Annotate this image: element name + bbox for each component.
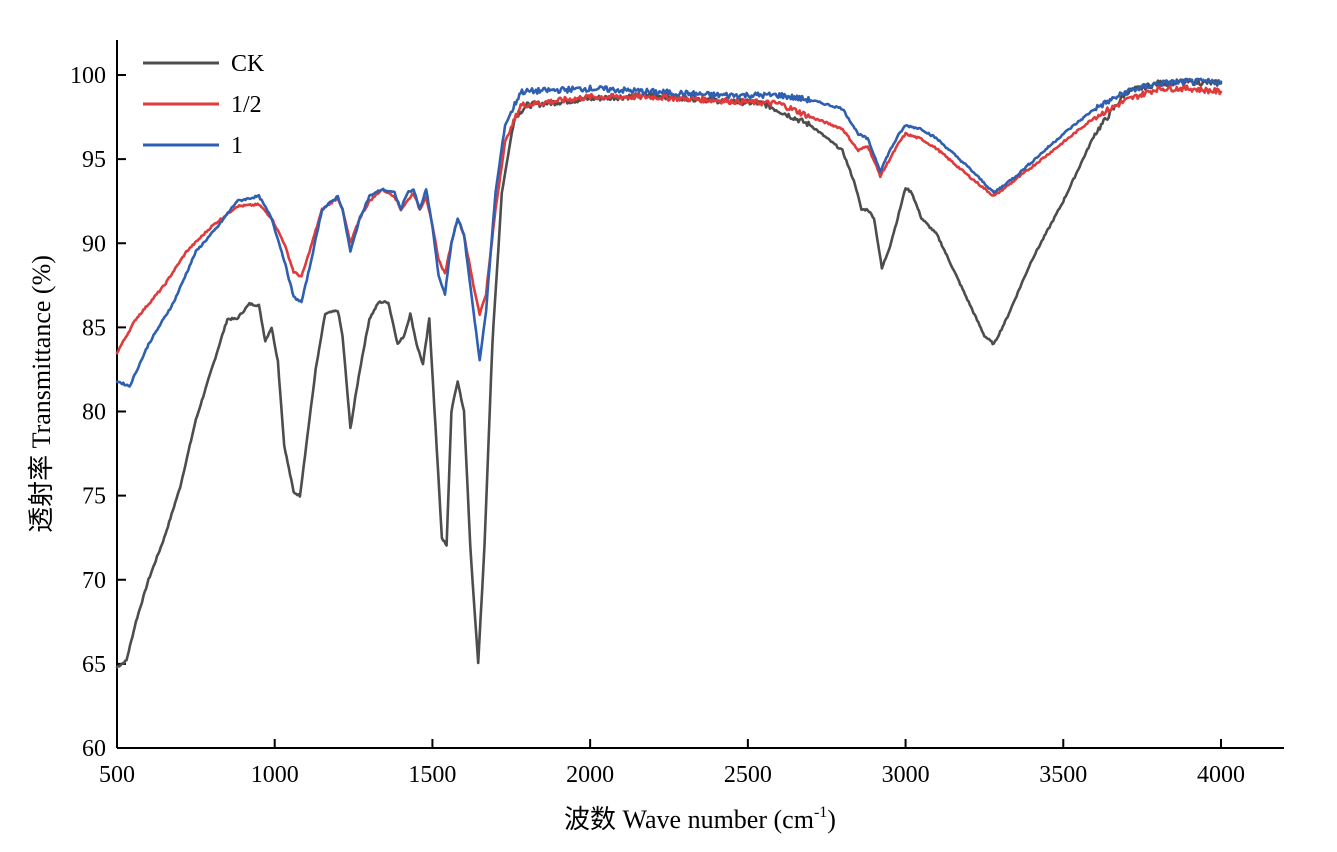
x-tick-label-1000: 1000 (251, 762, 299, 788)
series-line-ck (115, 77, 1223, 669)
x-tick-label-2500: 2500 (724, 762, 772, 788)
y-tick-label-90: 90 (82, 231, 106, 257)
series-line-half (115, 84, 1223, 355)
x-tick-label-1500: 1500 (408, 762, 456, 788)
legend: CK 1/2 1 (143, 51, 265, 159)
series-line-one (115, 77, 1223, 388)
x-tick-label-4000: 4000 (1197, 762, 1245, 788)
x-tick-label-3500: 3500 (1039, 762, 1087, 788)
legend-label-1: 1/2 (231, 92, 262, 118)
x-ticks: 500 1000 1500 2000 2500 3000 3500 4000 (99, 739, 1245, 788)
x-tick-label-2000: 2000 (566, 762, 614, 788)
y-tick-label-75: 75 (82, 484, 106, 510)
y-tick-label-65: 65 (82, 652, 106, 678)
y-tick-label-95: 95 (82, 147, 106, 173)
legend-label-2: 1 (231, 133, 243, 159)
series-group (115, 77, 1223, 669)
y-ticks: 60 65 70 75 80 85 90 95 100 (70, 63, 126, 762)
x-tick-label-500: 500 (99, 762, 135, 788)
y-tick-label-70: 70 (82, 568, 106, 594)
y-tick-label-85: 85 (82, 315, 106, 341)
y-tick-label-80: 80 (82, 400, 106, 426)
x-axis-title: 波数 Wave number (cm-1) (564, 804, 836, 834)
y-tick-label-100: 100 (70, 63, 106, 89)
legend-label-0: CK (231, 51, 265, 77)
axes (116, 40, 1284, 749)
x-tick-label-3000: 3000 (882, 762, 930, 788)
y-tick-label-60: 60 (82, 736, 106, 762)
y-axis-title: 透射率 Transmittance (%) (27, 255, 56, 533)
